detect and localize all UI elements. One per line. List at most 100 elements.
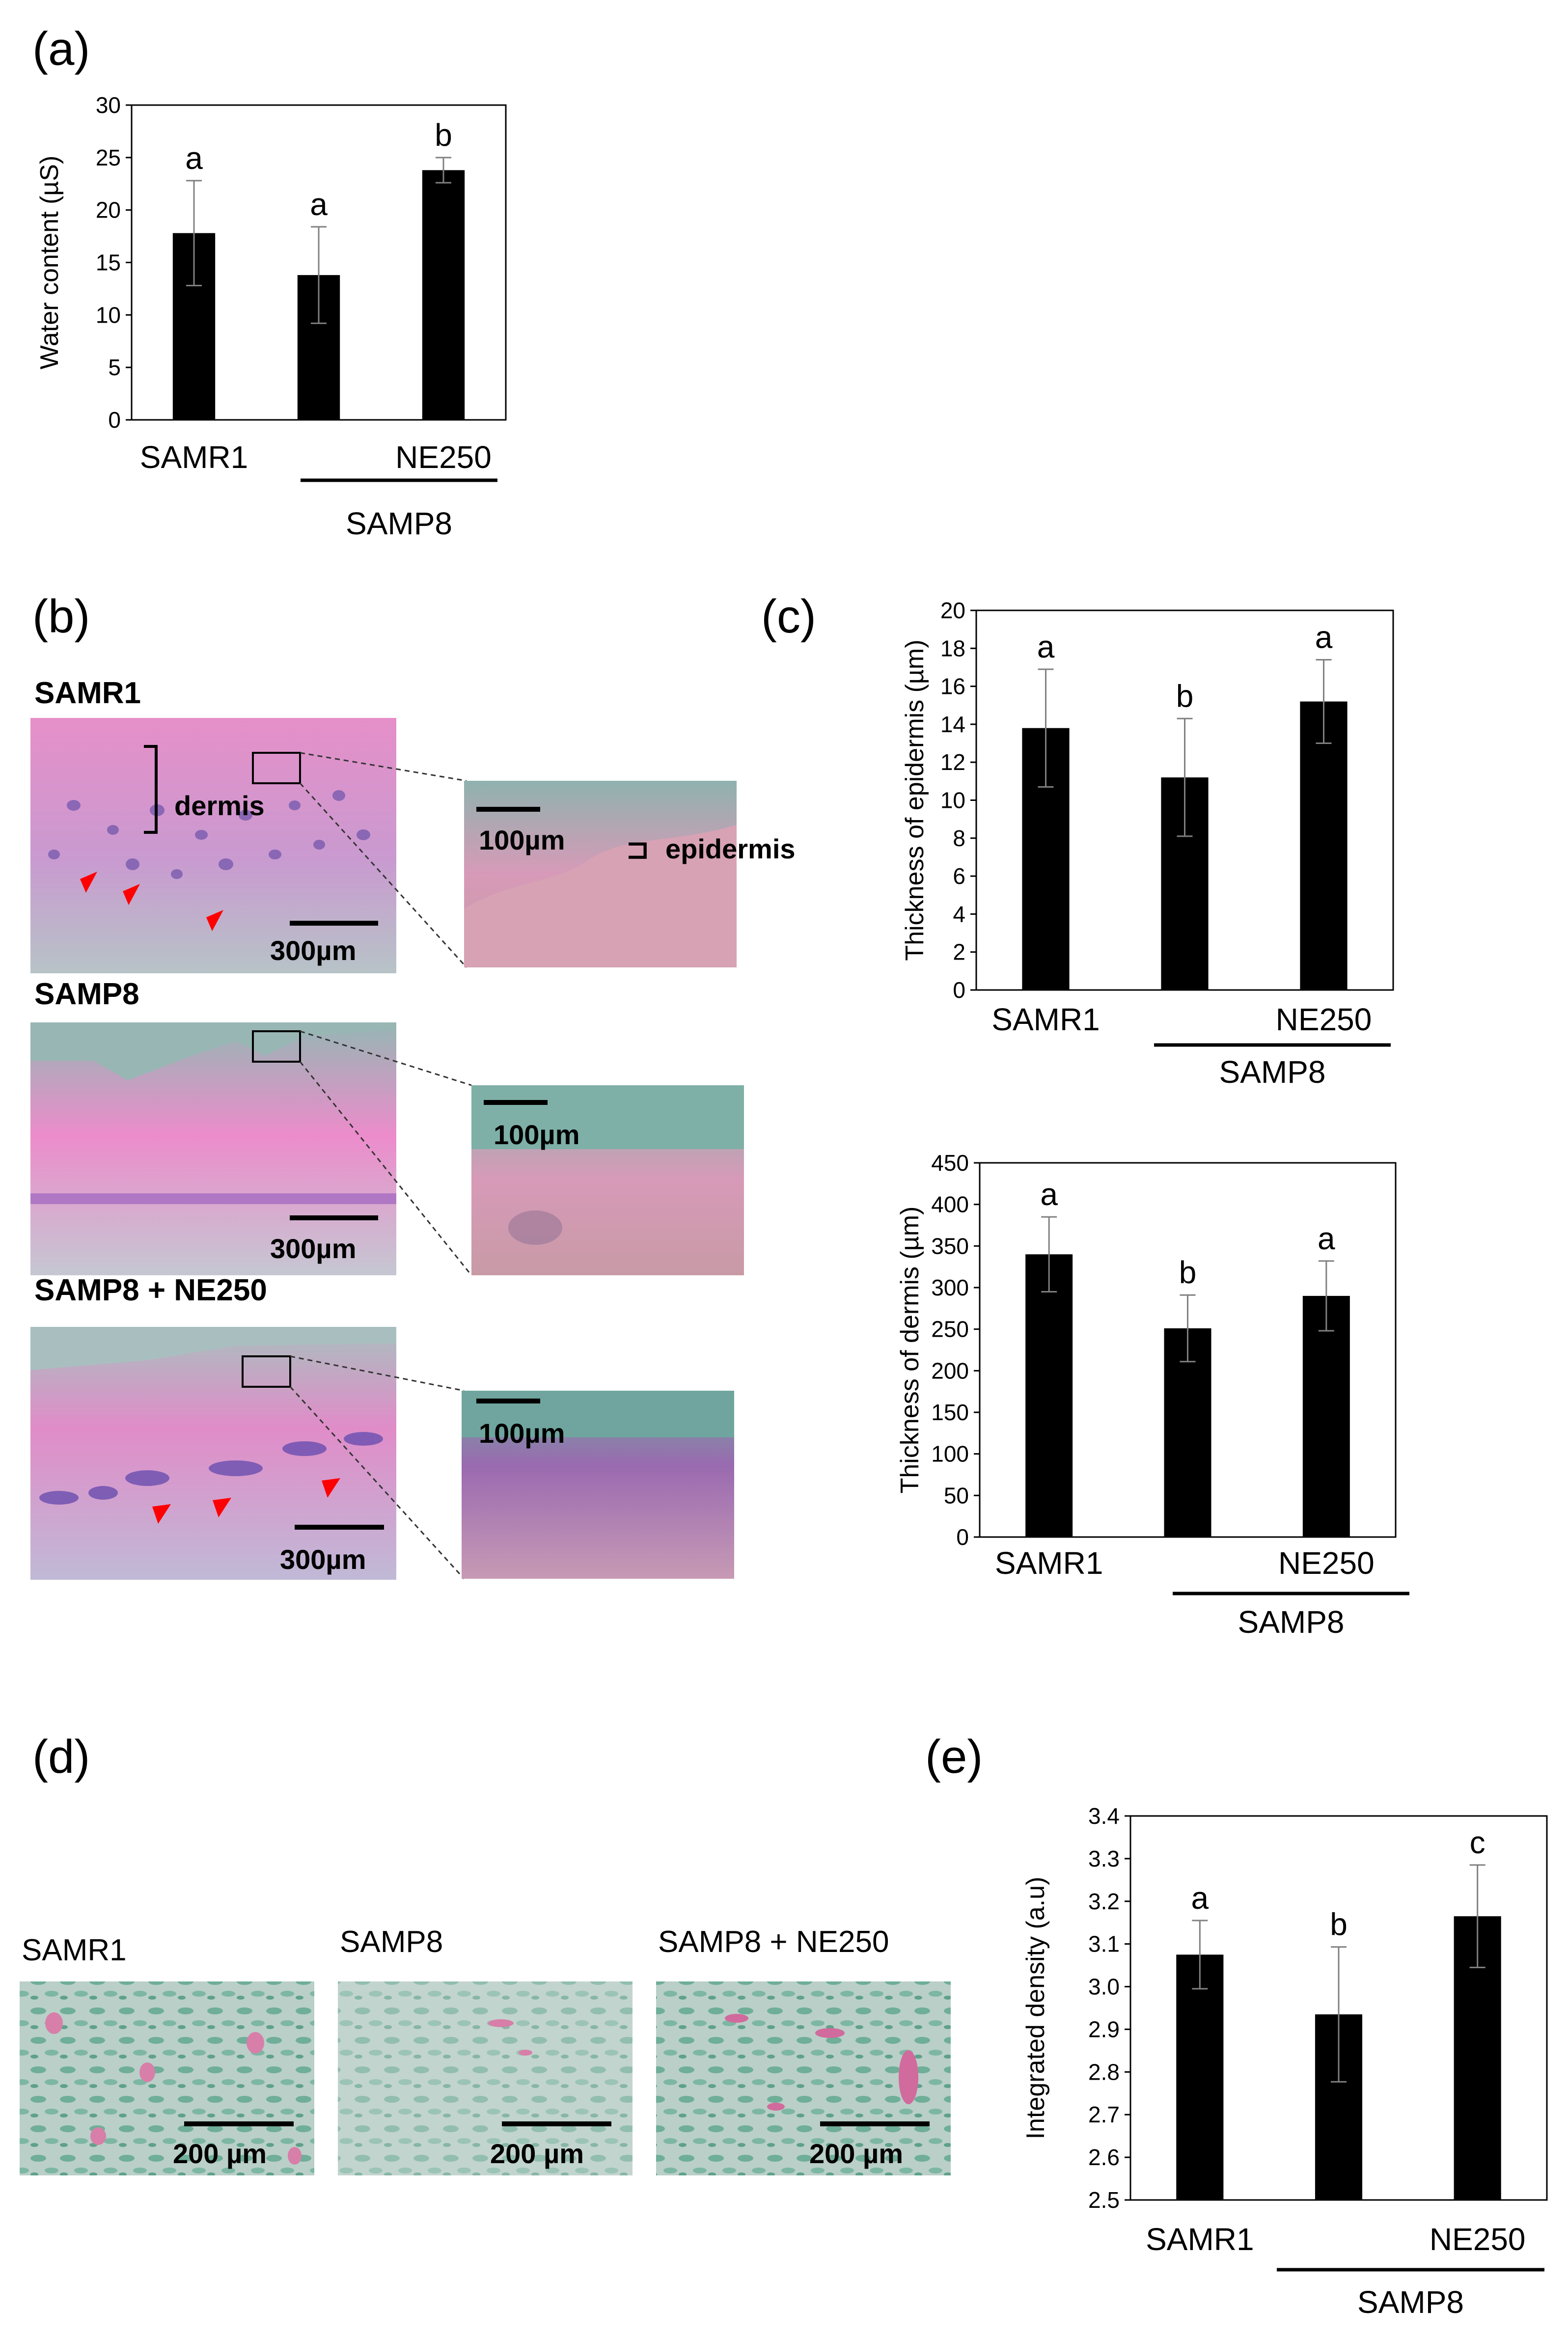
y-tick-label: 200 [931,1358,969,1383]
significance-letter: a [1191,1880,1209,1916]
y-tick-label: 20 [940,598,965,623]
scale-bar-label: 300µm [270,1233,357,1264]
y-tick-label: 400 [931,1192,969,1217]
y-tick-label: 4 [953,901,965,927]
x-category-label: SAMR1 [1146,2222,1254,2257]
scale-bar-label: 300µm [270,935,357,966]
y-tick-label: 18 [940,635,965,661]
x-category-label: SAMR1 [140,440,248,475]
scale-bar-label: 200 µm [809,2138,903,2169]
y-tick-label: 16 [940,674,965,699]
y-tick-label: 10 [96,302,121,328]
significance-letter: a [185,140,203,176]
y-tick-label: 3.2 [1088,1889,1120,1914]
significance-letter: a [1040,1177,1058,1212]
significance-letter: a [310,187,328,222]
micrograph-samp8-ne250-zoom: 100µm [462,1391,734,1579]
group-label: SAMP8 [346,506,452,541]
row-label-samp8-ne250: SAMP8 + NE250 [34,1273,267,1307]
y-tick-label: 2.7 [1088,2102,1120,2127]
y-axis-label: Thickness of epidermis (µm) [901,639,929,961]
y-tick-label: 450 [931,1150,969,1176]
significance-letter: b [1330,1907,1348,1942]
x-category-label: NE250 [395,440,492,475]
y-axis-label: Thickness of dermis (µm) [896,1207,924,1494]
y-tick-label: 2.5 [1088,2187,1120,2213]
group-label: SAMP8 [1238,1604,1345,1640]
y-tick-label: 2.9 [1088,2016,1120,2042]
y-tick-label: 2.6 [1088,2144,1120,2170]
x-category-label: NE250 [1276,1002,1372,1037]
group-label: SAMP8 [1219,1054,1326,1090]
y-tick-label: 6 [953,863,965,889]
bracket-glyph: ⊐ [626,833,649,864]
bar [1176,1954,1224,2200]
y-tick-label: 15 [96,250,121,275]
y-tick-label: 12 [940,749,965,775]
chart-water-content: 0 5 10 15 20 25 30 a SAMR1 a b NE250 SAMP8 Water cont… [35,92,507,541]
y-tick-label: 0 [108,407,121,433]
image-label-samp8: SAMP8 [340,1925,443,1959]
x-category-label: SAMR1 [991,1002,1100,1037]
annotation-dermis: dermis [174,790,265,821]
micrograph-samp8-zoom: 100µm [471,1085,744,1275]
bar [1300,701,1348,990]
significance-letter: a [1037,629,1055,664]
y-axis-label: Water content (µS) [35,156,64,370]
scale-bar-label: 100µm [479,1418,565,1449]
y-tick-label: 14 [940,712,965,737]
bar [422,170,465,420]
y-tick-label: 250 [931,1317,969,1342]
row-label-samp8: SAMP8 [34,977,139,1011]
scale-bar-label: 100µm [494,1119,580,1150]
x-category-label: NE250 [1430,2222,1526,2257]
y-tick-label: 8 [953,825,965,851]
y-tick-label: 50 [944,1483,969,1508]
y-tick-label: 3.0 [1088,1974,1120,2000]
y-tick-label: 0 [956,1524,969,1550]
y-tick-label: 150 [931,1400,969,1425]
panel-label-e: (e) [925,1731,983,1783]
significance-letter: c [1470,1825,1485,1860]
x-category-label: NE250 [1278,1545,1375,1581]
significance-letter: a [1318,1221,1335,1256]
micrograph-samp8: 300µm [30,1022,396,1275]
y-axis-label: Integrated density (a.u) [1021,1877,1050,2140]
micrograph-d-samr1: 200 µm [20,1981,314,2175]
scale-bar-label: 300µm [280,1544,366,1575]
histology-panel-b: SAMR1 dermis 300µm [30,676,796,1580]
y-tick-label: 3.4 [1088,1803,1120,1829]
panel-label-a: (a) [32,23,90,75]
bar [1025,1254,1073,1537]
y-tick-label: 25 [96,145,121,170]
micrograph-samr1: dermis 300µm [30,718,396,973]
micrograph-samp8-ne250: 300µm [30,1327,396,1580]
y-tick-label: 20 [96,197,121,223]
panel-label-d: (d) [32,1731,90,1783]
scale-bar-label: 200 µm [490,2138,584,2169]
y-tick-label: 0 [953,977,965,1003]
annotation-epidermis: epidermis [665,833,796,864]
significance-letter: a [1315,619,1333,655]
bar [1164,1328,1211,1537]
micrograph-samr1-zoom: 100µm ⊐ epidermis [464,781,796,967]
image-label-samr1: SAMR1 [22,1933,127,1967]
y-tick-label: 2.8 [1088,2059,1120,2085]
group-label: SAMP8 [1357,2284,1464,2320]
panel-label-c: (c) [761,590,816,643]
chart-dermis-thickness: 0 50 100 150 200 250 300 350 400 450 a SAMR1 b a NE250… [896,1150,1409,1640]
chart-epidermis-thickness: 0 2 4 6 8 10 12 14 16 18 20 a SAMR1 b a NE250 SAMP8 Thick… [901,598,1394,1090]
scale-bar-label: 200 µm [173,2138,267,2169]
image-label-samp8-ne250: SAMP8 + NE250 [658,1925,889,1959]
y-tick-label: 350 [931,1233,969,1259]
histology-panel-d: SAMR1 SAMP8 SAMP8 + NE250 200 µm 200 µm … [20,1925,951,2175]
x-category-label: SAMR1 [995,1545,1103,1581]
y-tick-label: 300 [931,1275,969,1300]
y-tick-label: 2 [953,939,965,965]
y-tick-label: 3.3 [1088,1846,1120,1871]
panel-label-b: (b) [32,590,90,643]
y-tick-label: 5 [108,355,121,380]
scale-bar-label: 100µm [479,824,565,855]
y-tick-label: 10 [940,788,965,813]
